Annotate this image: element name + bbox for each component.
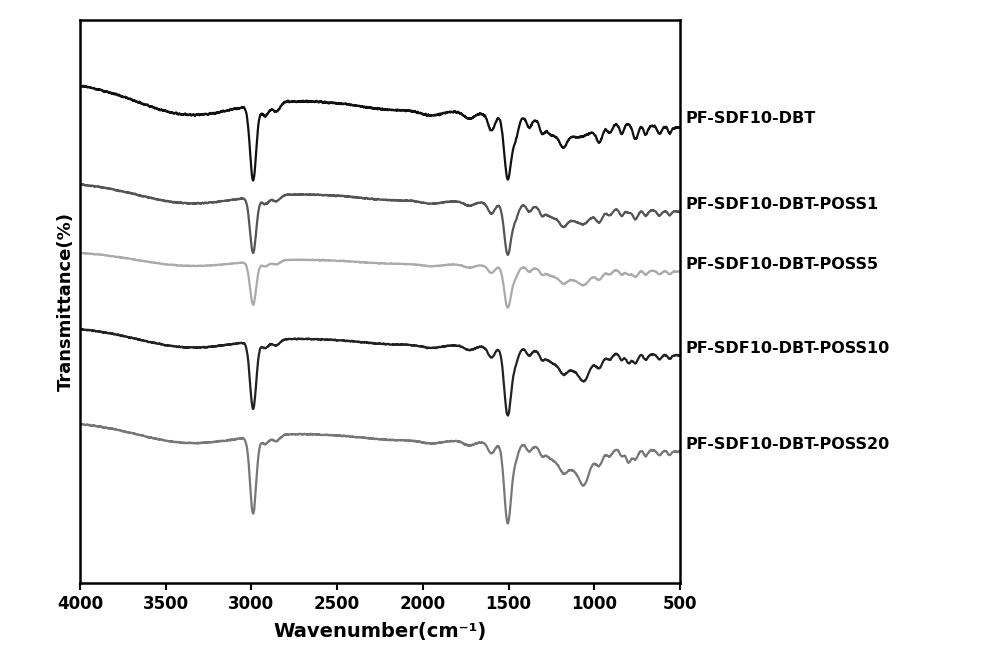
Text: PF-SDF10-DBT-POSS5: PF-SDF10-DBT-POSS5	[685, 257, 878, 272]
Text: PF-SDF10-DBT-POSS10: PF-SDF10-DBT-POSS10	[685, 341, 889, 356]
Text: PF-SDF10-DBT-POSS20: PF-SDF10-DBT-POSS20	[685, 437, 889, 452]
Text: PF-SDF10-DBT-POSS1: PF-SDF10-DBT-POSS1	[685, 197, 878, 212]
Text: PF-SDF10-DBT: PF-SDF10-DBT	[685, 111, 815, 126]
X-axis label: Wavenumber(cm⁻¹): Wavenumber(cm⁻¹)	[273, 622, 487, 640]
Y-axis label: Transmittance(%): Transmittance(%)	[56, 212, 74, 391]
